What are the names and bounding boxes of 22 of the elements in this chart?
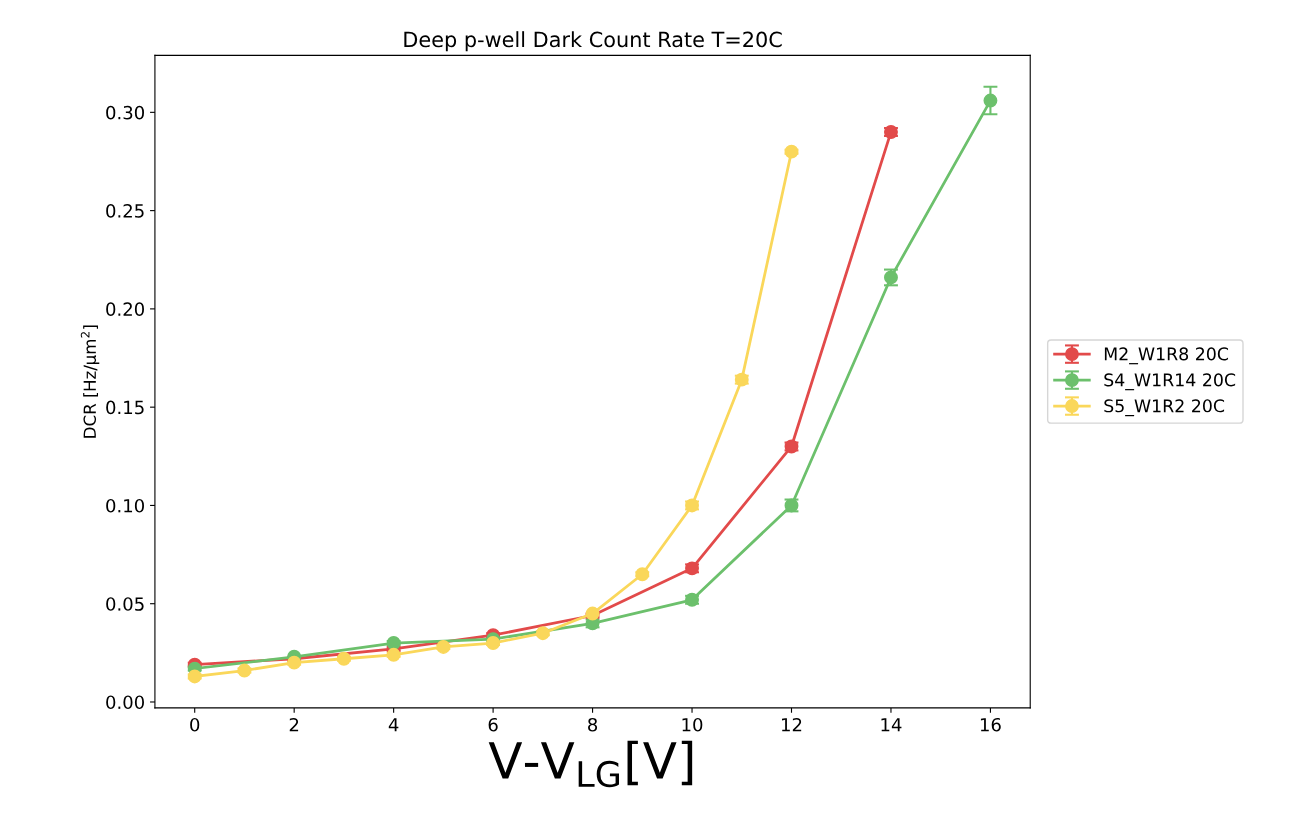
y-tick-label: 0.00 <box>106 695 144 710</box>
y-tick-label: 0.30 <box>106 105 144 120</box>
legend-label: M2_W1R8 20C <box>1104 347 1229 365</box>
x-tick-label: 12 <box>782 717 802 732</box>
legend-label: S4_W1R14 20C <box>1104 373 1236 391</box>
y-tick-label: 0.25 <box>106 204 144 218</box>
chart-title: Deep p-well Dark Count Rate T=20C <box>404 31 782 52</box>
x-tick-label: 4 <box>388 718 399 732</box>
y-axis-title: DCR [Hz/µm$^{2}$] <box>80 325 100 438</box>
x-tick-label: 0 <box>190 717 200 732</box>
x-tick-label: 10 <box>682 717 703 732</box>
x-tick-label: 14 <box>881 718 902 732</box>
legend-label: S5_W1R2 20C <box>1104 399 1225 417</box>
y-tick-label: 0.15 <box>106 400 144 415</box>
x-tick-label: 8 <box>588 717 598 732</box>
x-tick-label: 2 <box>289 717 299 732</box>
x-tick-label: 16 <box>980 717 1001 732</box>
x-tick-label: 6 <box>488 717 498 732</box>
y-tick-label: 0.10 <box>106 498 144 513</box>
y-tick-label: 0.20 <box>106 302 144 317</box>
y-tick-label: 0.05 <box>106 597 144 611</box>
x-axis-title: V-V$_{LG}$[V] <box>488 740 693 788</box>
